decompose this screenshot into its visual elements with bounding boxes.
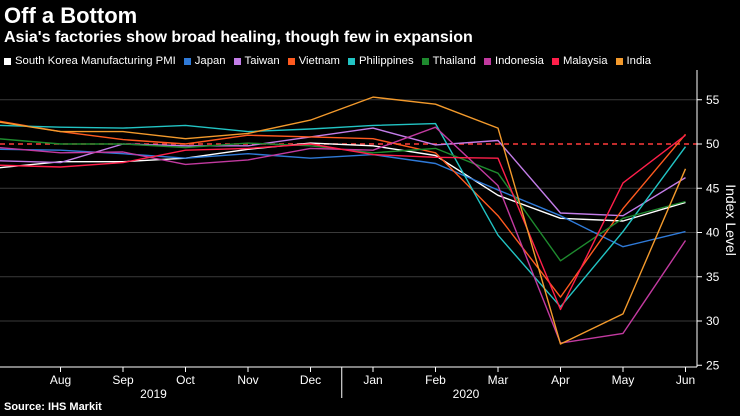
x-tick-label: May (612, 373, 635, 387)
legend-item: India (615, 55, 652, 67)
legend-label: South Korea Manufacturing PMI (15, 55, 176, 67)
y-tick-label: 35 (706, 270, 720, 284)
legend-item: Malaysia (551, 55, 608, 67)
legend-label: Japan (194, 55, 226, 67)
x-tick-label: Mar (488, 373, 509, 387)
y-tick-label: 45 (706, 181, 720, 195)
x-tick-label: Oct (176, 373, 195, 387)
series-line-malaysia (0, 134, 686, 311)
legend-swatch (347, 57, 355, 65)
x-tick-label: Aug (50, 373, 71, 387)
x-tick-label: Jun (676, 373, 695, 387)
legend-item: Vietnam (287, 55, 340, 67)
gridlines (0, 99, 697, 322)
series-line-india (0, 96, 687, 345)
legend-swatch (183, 57, 191, 65)
x-tick-label: Feb (425, 373, 446, 387)
y-tick-label: 40 (706, 226, 720, 240)
legend: South Korea Manufacturing PMI Japan Taiwan… (4, 55, 738, 67)
year-label: 2020 (453, 387, 480, 401)
x-tick-label: Nov (237, 373, 258, 387)
y-tick-label: 55 (706, 93, 720, 107)
legend-swatch (615, 57, 623, 65)
series-line-vietnam (0, 120, 687, 298)
y-tick-label: 25 (706, 358, 720, 372)
legend-label: Indonesia (494, 55, 544, 67)
legend-item: South Korea Manufacturing PMI (4, 55, 176, 67)
y-axis-ticks: 25 30 35 40 45 50 55 (697, 93, 720, 372)
legend-swatch (421, 57, 429, 65)
legend-item: Indonesia (483, 55, 544, 67)
legend-swatch (233, 57, 241, 65)
legend-item: Thailand (421, 55, 476, 67)
series-line-indonesia (0, 126, 687, 344)
x-tick-label: Jan (363, 373, 382, 387)
series-lines (0, 96, 687, 345)
x-tick-label: Apr (551, 373, 570, 387)
legend-label: Malaysia (562, 55, 608, 67)
legend-swatch (483, 57, 491, 65)
x-tick-label: Sep (112, 373, 134, 387)
chart-subtitle: Asia's factories show broad healing, tho… (4, 29, 473, 46)
series-line-south-korea-manufacturing-pmi (0, 142, 686, 222)
legend-label: Philippines (358, 55, 414, 67)
legend-item: Taiwan (233, 55, 280, 67)
x-tick-label: Dec (300, 373, 321, 387)
legend-item: Philippines (347, 55, 414, 67)
legend-swatch (551, 57, 559, 65)
legend-swatch (287, 57, 295, 65)
legend-label: Thailand (432, 55, 476, 67)
year-label: 2019 (140, 387, 167, 401)
series-line-japan (0, 148, 686, 248)
legend-label: India (626, 55, 652, 67)
chart-title: Off a Bottom (4, 3, 138, 28)
legend-item: Japan (183, 55, 226, 67)
series-line-philippines (0, 122, 687, 308)
x-axis-ticks: Aug Sep Oct Nov Dec Jan Feb Mar Apr May Jun 2019 202… (50, 367, 695, 401)
legend-label: Taiwan (244, 55, 280, 67)
y-tick-label: 30 (706, 314, 720, 328)
source-note: Source: IHS Markit (4, 401, 102, 413)
y-tick-label: 50 (706, 137, 720, 151)
series-line-taiwan (0, 127, 686, 217)
legend-label: Vietnam (298, 55, 340, 67)
y-axis-title: Index Level (723, 184, 739, 256)
legend-swatch (4, 57, 11, 65)
